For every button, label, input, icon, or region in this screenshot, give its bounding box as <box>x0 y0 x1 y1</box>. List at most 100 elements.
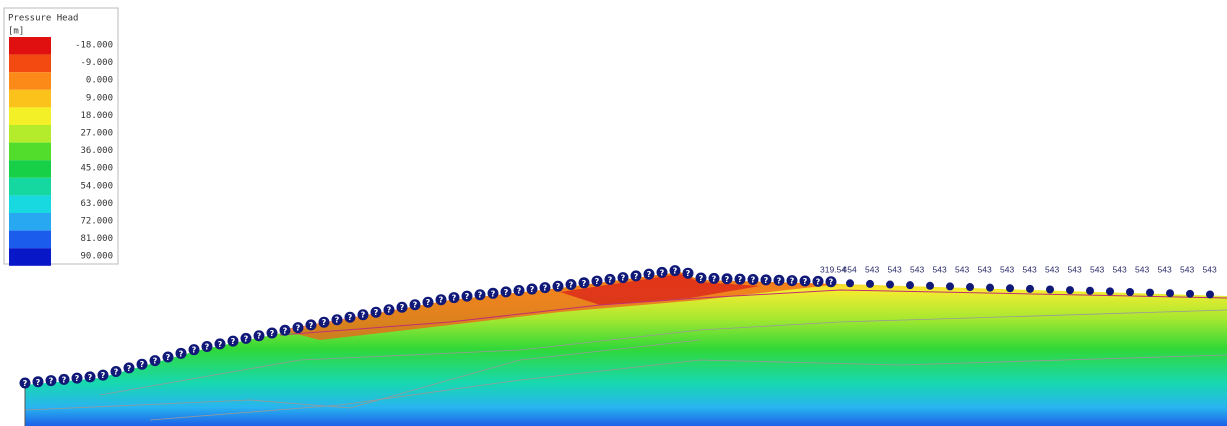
node-marker-text: ? <box>205 343 210 352</box>
boundary-node <box>539 282 551 294</box>
boundary-node <box>786 275 798 287</box>
node-label: 543 <box>978 264 992 274</box>
legend-rows: -18.000 -9.000 0.000 9.000 18.000 27.000 36.00… <box>9 37 113 266</box>
legend-label: 54.000 <box>80 181 113 191</box>
boundary-node <box>866 279 874 288</box>
boundary-node <box>162 351 174 363</box>
boundary-node <box>409 299 421 311</box>
legend-swatch <box>9 54 51 73</box>
legend-swatch <box>9 177 51 196</box>
boundary-node <box>84 371 96 383</box>
boundary-node <box>513 284 525 296</box>
node-label: 543 <box>1113 264 1127 274</box>
boundary-node <box>630 270 642 282</box>
node-marker-text: ? <box>647 270 652 279</box>
node-marker-text: ? <box>673 267 678 276</box>
node-marker-text: ? <box>751 276 756 285</box>
boundary-node <box>946 282 954 291</box>
node-label: 543 <box>955 264 969 274</box>
boundary-node <box>578 277 590 289</box>
boundary-node <box>1086 286 1094 295</box>
boundary-node <box>292 322 304 334</box>
boundary-node <box>487 287 499 299</box>
node-marker-text: ? <box>634 272 639 281</box>
boundary-node <box>604 273 616 285</box>
boundary-node <box>97 369 109 381</box>
node-marker-text: ? <box>790 277 795 286</box>
legend-swatch <box>9 195 51 213</box>
legend-title: Pressure Head <box>8 14 78 24</box>
node-marker-text: ? <box>140 360 145 369</box>
phreatic-line <box>279 289 1227 336</box>
boundary-node <box>279 324 291 336</box>
node-marker-text: ? <box>699 274 704 283</box>
boundary-node <box>266 327 278 339</box>
node-label: 543 <box>1000 264 1014 274</box>
node-marker-text: ? <box>49 377 54 386</box>
boundary-node <box>136 358 148 370</box>
legend: Pressure Head [m] -18.000 -9.000 0.000 9.00… <box>3 7 119 266</box>
legend-unit: [m] <box>8 27 24 37</box>
boundary-node <box>773 274 785 286</box>
node-label: 543 <box>1135 264 1149 274</box>
boundary-node <box>201 341 213 353</box>
surface-markers: ????????????????????????????????????????… <box>19 264 1217 389</box>
node-marker-text: ? <box>595 277 600 286</box>
mesh-line <box>24 339 701 411</box>
boundary-node <box>747 274 759 286</box>
node-label: 543 <box>1180 264 1194 274</box>
node-marker-text: ? <box>166 353 171 362</box>
node-label: 543 <box>1090 264 1104 274</box>
node-marker-text: ? <box>478 291 483 300</box>
legend-swatch <box>9 125 51 143</box>
node-marker-text: ? <box>465 292 470 301</box>
node-marker-text: ? <box>153 357 158 366</box>
legend-label: 9.000 <box>86 93 113 103</box>
boundary-node <box>214 338 226 350</box>
node-marker-text: ? <box>543 284 548 293</box>
boundary-node <box>760 274 772 286</box>
legend-label: 72.000 <box>80 217 113 227</box>
node-label: 319.54 <box>820 264 846 274</box>
node-marker-text: ? <box>738 275 743 284</box>
boundary-node <box>846 279 854 288</box>
boundary-node <box>71 372 83 384</box>
boundary-node <box>906 281 914 290</box>
boundary-node <box>643 268 655 280</box>
node-label: 543 <box>1203 264 1217 274</box>
legend-swatch <box>9 142 51 161</box>
node-marker-text: ? <box>530 285 535 294</box>
node-marker-text: ? <box>335 316 340 325</box>
node-marker-text: ? <box>127 364 132 373</box>
node-marker-text: ? <box>686 269 691 278</box>
node-label: 543 <box>1068 264 1082 274</box>
boundary-node <box>110 366 122 378</box>
node-label: 543 <box>1045 264 1059 274</box>
legend-swatch <box>9 72 51 90</box>
legend-swatch <box>9 37 51 55</box>
boundary-node <box>986 283 994 292</box>
node-marker-text: ? <box>192 346 197 355</box>
node-marker-text: ? <box>400 303 405 312</box>
node-label: 543 <box>933 264 947 274</box>
node-marker-text: ? <box>556 282 561 291</box>
boundary-node <box>253 330 265 342</box>
legend-swatch <box>9 89 51 108</box>
boundary-node <box>682 267 694 279</box>
boundary-node <box>721 273 733 285</box>
node-marker-text: ? <box>517 286 522 295</box>
node-marker-text: ? <box>309 321 314 330</box>
node-marker-text: ? <box>257 332 262 341</box>
boundary-node <box>500 286 512 298</box>
node-marker-text: ? <box>439 296 444 305</box>
node-label: 543 <box>1158 264 1172 274</box>
node-marker-text: ? <box>101 371 106 380</box>
node-label: 543 <box>910 264 924 274</box>
node-label: 543 <box>888 264 902 274</box>
boundary-node <box>695 272 707 284</box>
node-label: 543 <box>865 264 879 274</box>
node-marker-text: ? <box>36 378 41 387</box>
legend-label: 81.000 <box>80 234 113 244</box>
node-marker-text: ? <box>179 349 184 358</box>
